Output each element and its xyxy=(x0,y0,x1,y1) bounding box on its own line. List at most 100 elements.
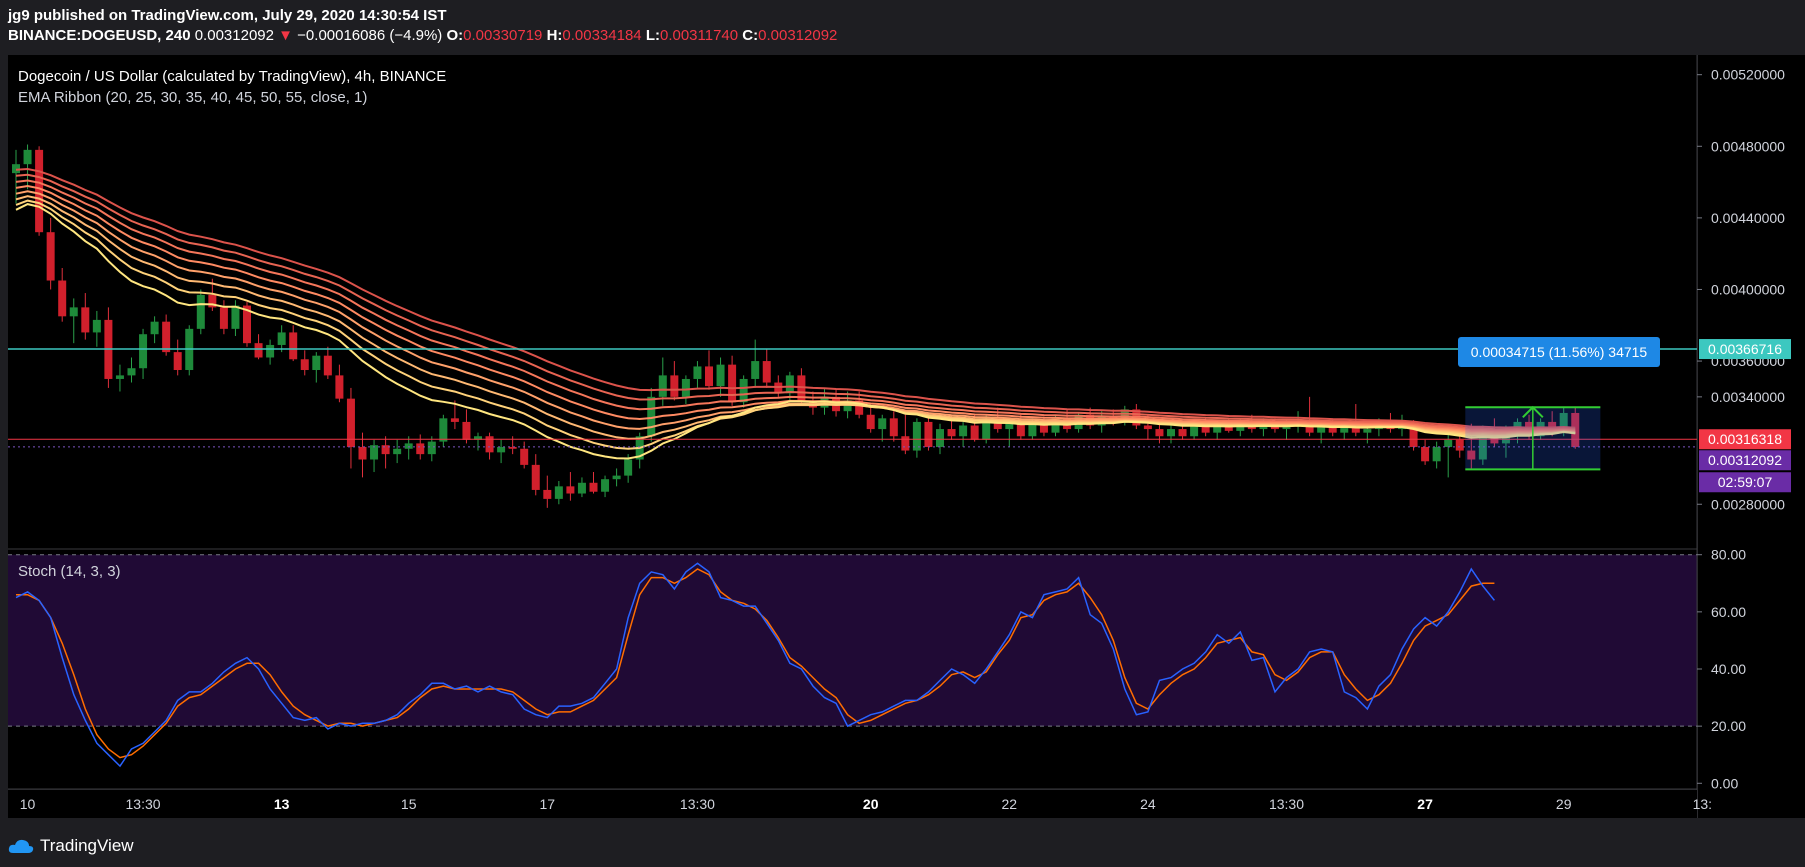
candle-body xyxy=(277,332,286,345)
candle-body xyxy=(762,361,771,383)
candle-body xyxy=(196,294,205,329)
candle-body xyxy=(947,429,956,437)
stoch-tick-label: 80.00 xyxy=(1711,547,1746,563)
candle-body xyxy=(58,280,67,317)
ema-line-50 xyxy=(15,173,1576,431)
stoch-legend[interactable]: Stoch (14, 3, 3) xyxy=(18,563,121,580)
candle-body xyxy=(1351,425,1360,433)
candle-body xyxy=(1178,429,1187,437)
time-tick-label: 13:30 xyxy=(680,796,715,812)
measure-tool[interactable]: 0.00034715 (11.56%) 34715 xyxy=(1458,337,1660,471)
time-tick-label: 10 xyxy=(20,796,36,812)
candle-body xyxy=(289,332,298,360)
stoch-guides xyxy=(8,554,1697,727)
time-tick-label: 22 xyxy=(1002,796,1018,812)
time-axis-bg xyxy=(8,790,1697,818)
price-tick-label: 0.00480000 xyxy=(1711,138,1785,154)
candle-body xyxy=(427,441,436,455)
candle-body xyxy=(381,445,390,455)
candle-body xyxy=(520,448,529,465)
measure-label: 0.00034715 (11.56%) 34715 xyxy=(1471,344,1648,360)
measure-label-box xyxy=(1458,337,1660,367)
time-tick-label: 17 xyxy=(540,796,556,812)
open-value: 0.00330719 xyxy=(463,27,543,44)
horizontal-lines[interactable] xyxy=(8,348,1697,448)
ema-price-tag-bg xyxy=(1699,429,1791,450)
candle-body xyxy=(81,307,90,333)
stoch-band xyxy=(8,554,1697,727)
candle-body xyxy=(1155,429,1164,437)
candle-body xyxy=(647,396,656,437)
candle-body xyxy=(219,307,228,329)
candle-body xyxy=(855,400,864,415)
candle-body xyxy=(901,436,910,451)
candle-body xyxy=(1317,427,1326,433)
chart-legend-title[interactable]: Dogecoin / US Dollar (calculated by Trad… xyxy=(18,68,446,85)
candle-body xyxy=(843,400,852,412)
candle-body xyxy=(208,294,217,308)
candle-body xyxy=(1432,446,1441,462)
candle-body xyxy=(589,482,598,492)
publisher-line: jg9 published on TradingView.com, July 2… xyxy=(8,7,447,24)
candle-body xyxy=(300,359,309,371)
candle-body xyxy=(716,364,725,387)
ema-ribbon-legend[interactable]: EMA Ribbon (20, 25, 30, 35, 40, 45, 50, … xyxy=(18,89,367,106)
time-tick-label: 24 xyxy=(1140,796,1156,812)
stoch-tick-label: 0.00 xyxy=(1711,775,1738,791)
candle-body xyxy=(1328,427,1337,433)
price-tick-label: 0.00400000 xyxy=(1711,281,1785,297)
time-tick-label: 13:30 xyxy=(126,796,161,812)
price-tick-label: 0.00440000 xyxy=(1711,210,1785,226)
candle-body xyxy=(1039,421,1048,433)
price-change: −0.00016086 (−4.9%) xyxy=(297,27,443,44)
candle-body xyxy=(243,305,251,344)
candle-body xyxy=(612,475,621,480)
candle-body xyxy=(1051,418,1060,433)
symbol-name[interactable]: BINANCE:DOGEUSD, 240 xyxy=(8,27,191,44)
candle-body xyxy=(543,489,552,499)
resistance-price-tag: 0.00366716 xyxy=(1708,341,1782,357)
candle-body xyxy=(1143,425,1152,430)
price-tick-label: 0.00520000 xyxy=(1711,67,1785,83)
time-tick-label: 15 xyxy=(401,796,417,812)
candle-body xyxy=(982,418,991,440)
candle-body xyxy=(751,361,760,379)
tradingview-logo[interactable]: TradingView xyxy=(40,836,134,855)
price-pane-bg xyxy=(8,55,1697,549)
candle-body xyxy=(69,307,78,317)
time-tick-label: 29 xyxy=(1556,796,1572,812)
candle-body xyxy=(577,482,586,494)
ema-line-55 xyxy=(15,167,1576,429)
candle-body xyxy=(866,414,875,430)
candle-body xyxy=(1444,439,1453,447)
candle-body xyxy=(1409,425,1418,447)
candle-body xyxy=(393,448,402,455)
candle-body xyxy=(416,443,425,455)
candle-body xyxy=(912,421,921,451)
candle-body xyxy=(1190,425,1199,437)
candle-body xyxy=(1167,429,1175,437)
tradingview-cloud-icon xyxy=(8,839,34,853)
candle-body xyxy=(323,355,332,376)
candle-body xyxy=(173,352,182,371)
stoch-tick-label: 60.00 xyxy=(1711,604,1746,620)
candle-body xyxy=(797,375,806,403)
candle-body xyxy=(970,425,979,440)
symbol-line: BINANCE:DOGEUSD, 240 0.00312092 ▼ −0.000… xyxy=(8,26,1798,46)
last-price: 0.00312092 xyxy=(194,27,274,44)
candle-body xyxy=(254,343,263,358)
candle-body xyxy=(346,398,355,447)
candle-body xyxy=(1455,439,1464,451)
price-tick-label: 0.00340000 xyxy=(1711,389,1785,405)
candle-body xyxy=(878,418,887,430)
close-value: 0.00312092 xyxy=(758,27,838,44)
candle-body xyxy=(1005,423,1014,430)
candle-body xyxy=(370,445,379,460)
candle-body xyxy=(670,375,679,397)
stoch-axis[interactable]: 80.00 60.00 40.00 20.00 0.00 xyxy=(1697,547,1746,792)
candle-body xyxy=(693,366,702,379)
time-axis[interactable]: 10 13:30 13 15 17 13:30 20 22 24 13:30 27 29 13: xyxy=(20,796,1712,812)
chart-header: jg9 published on TradingView.com, July 2… xyxy=(8,6,1798,50)
close-label: C: xyxy=(742,27,759,44)
